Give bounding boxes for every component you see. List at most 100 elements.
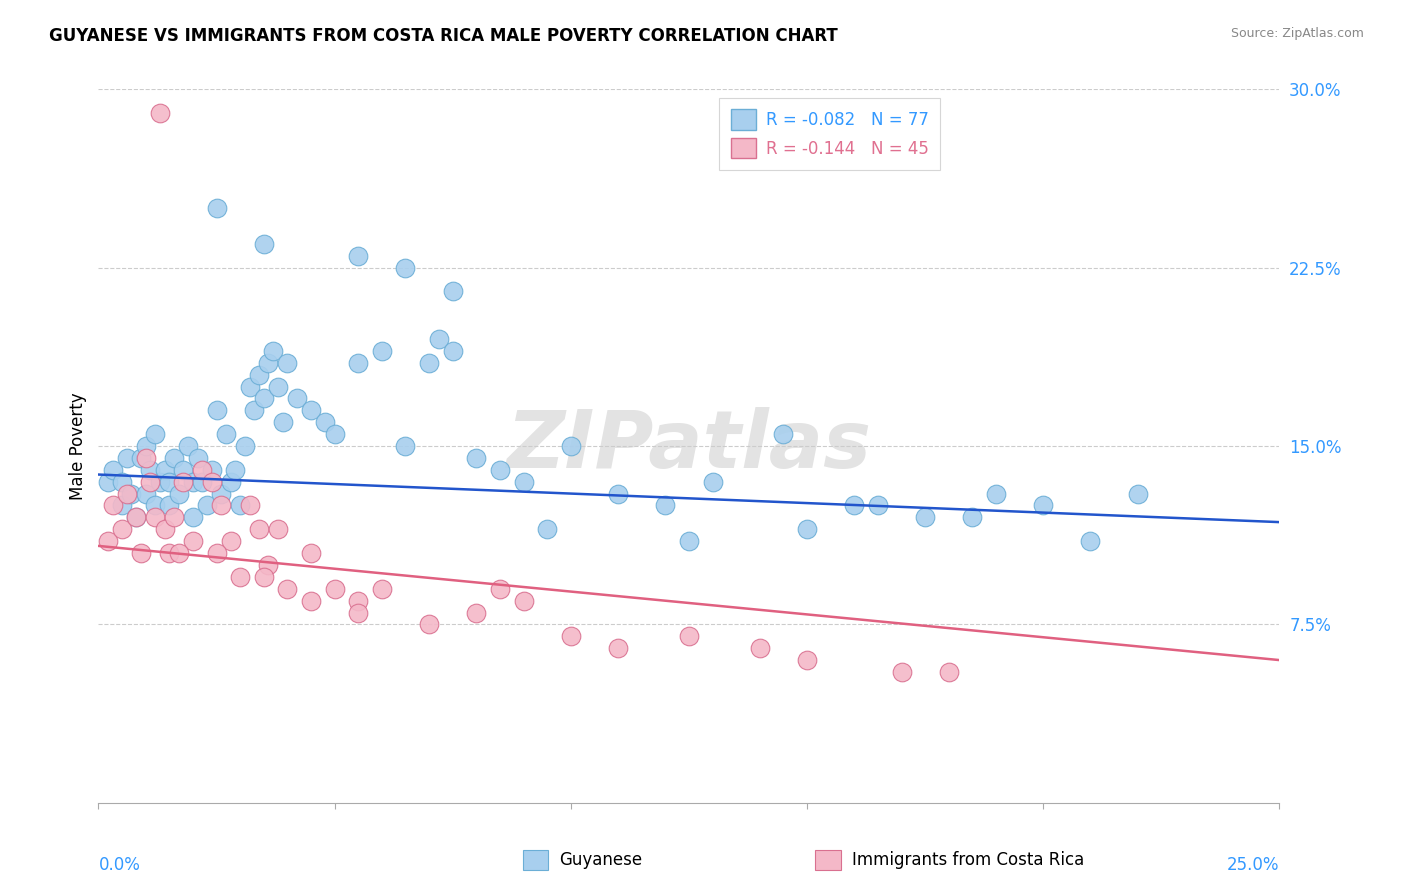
Point bbox=[253, 570, 276, 584]
Point bbox=[465, 450, 488, 465]
Point bbox=[441, 343, 464, 358]
Point bbox=[129, 450, 152, 465]
Point bbox=[285, 392, 308, 406]
Point bbox=[135, 450, 157, 465]
Point bbox=[163, 510, 186, 524]
Point bbox=[748, 641, 770, 656]
Point bbox=[262, 343, 284, 358]
Point bbox=[394, 260, 416, 275]
Point bbox=[115, 450, 138, 465]
Point bbox=[101, 463, 124, 477]
Point bbox=[163, 450, 186, 465]
Point bbox=[233, 439, 256, 453]
Point bbox=[267, 379, 290, 393]
Point bbox=[914, 510, 936, 524]
Point bbox=[347, 356, 370, 370]
Point bbox=[678, 534, 700, 549]
Y-axis label: Male Poverty: Male Poverty bbox=[69, 392, 87, 500]
Point bbox=[772, 427, 794, 442]
Point bbox=[560, 629, 582, 643]
Point bbox=[654, 499, 676, 513]
Point bbox=[143, 499, 166, 513]
Point bbox=[172, 475, 194, 489]
Point bbox=[215, 427, 238, 442]
Point bbox=[418, 356, 440, 370]
Point bbox=[187, 450, 209, 465]
Point bbox=[347, 593, 370, 607]
Point bbox=[143, 427, 166, 442]
Point bbox=[101, 499, 124, 513]
Point bbox=[157, 499, 180, 513]
Point bbox=[181, 534, 204, 549]
Point bbox=[195, 499, 218, 513]
Point bbox=[135, 439, 157, 453]
Point bbox=[276, 356, 298, 370]
Point bbox=[111, 499, 134, 513]
Point bbox=[299, 546, 322, 560]
Point bbox=[271, 415, 294, 429]
Point bbox=[209, 499, 232, 513]
Point bbox=[201, 475, 224, 489]
Point bbox=[512, 593, 534, 607]
Point bbox=[167, 486, 190, 500]
Point bbox=[172, 463, 194, 477]
Point bbox=[149, 106, 172, 120]
Point bbox=[938, 665, 960, 679]
Text: GUYANESE VS IMMIGRANTS FROM COSTA RICA MALE POVERTY CORRELATION CHART: GUYANESE VS IMMIGRANTS FROM COSTA RICA M… bbox=[49, 27, 838, 45]
Point bbox=[177, 439, 200, 453]
Point bbox=[167, 546, 190, 560]
Point bbox=[394, 439, 416, 453]
Point bbox=[143, 510, 166, 524]
Point bbox=[253, 392, 276, 406]
Point bbox=[489, 463, 512, 477]
Point bbox=[347, 249, 370, 263]
Point bbox=[247, 522, 270, 536]
Point bbox=[247, 368, 270, 382]
Point bbox=[239, 499, 262, 513]
Point bbox=[121, 486, 143, 500]
Point bbox=[371, 343, 394, 358]
Point bbox=[257, 558, 280, 572]
Point bbox=[441, 285, 464, 299]
Point bbox=[157, 546, 180, 560]
Point bbox=[418, 617, 440, 632]
Point bbox=[702, 475, 724, 489]
Point bbox=[219, 534, 242, 549]
Legend: R = -0.082   N = 77, R = -0.144   N = 45: R = -0.082 N = 77, R = -0.144 N = 45 bbox=[720, 97, 941, 169]
Point bbox=[153, 463, 176, 477]
Point bbox=[111, 522, 134, 536]
Point bbox=[205, 201, 228, 215]
Point bbox=[181, 510, 204, 524]
Point bbox=[253, 236, 276, 251]
Point bbox=[962, 510, 984, 524]
Point bbox=[181, 475, 204, 489]
Point bbox=[139, 463, 162, 477]
Point bbox=[153, 522, 176, 536]
Point bbox=[844, 499, 866, 513]
Point bbox=[257, 356, 280, 370]
Point bbox=[607, 486, 630, 500]
Point bbox=[1080, 534, 1102, 549]
Text: 25.0%: 25.0% bbox=[1227, 856, 1279, 874]
Point bbox=[323, 582, 346, 596]
Point bbox=[97, 534, 120, 549]
Point bbox=[427, 332, 450, 346]
Point bbox=[209, 486, 232, 500]
Point bbox=[678, 629, 700, 643]
Point bbox=[191, 463, 214, 477]
Text: ZIPatlas: ZIPatlas bbox=[506, 407, 872, 485]
Point bbox=[157, 475, 180, 489]
Point bbox=[224, 463, 246, 477]
Point bbox=[512, 475, 534, 489]
Text: Immigrants from Costa Rica: Immigrants from Costa Rica bbox=[852, 851, 1084, 869]
Point bbox=[205, 546, 228, 560]
Point bbox=[149, 475, 172, 489]
Point bbox=[796, 522, 818, 536]
Point bbox=[371, 582, 394, 596]
Point bbox=[191, 475, 214, 489]
Text: 0.0%: 0.0% bbox=[98, 856, 141, 874]
Point bbox=[560, 439, 582, 453]
Point bbox=[890, 665, 912, 679]
Point bbox=[299, 593, 322, 607]
Point bbox=[314, 415, 336, 429]
